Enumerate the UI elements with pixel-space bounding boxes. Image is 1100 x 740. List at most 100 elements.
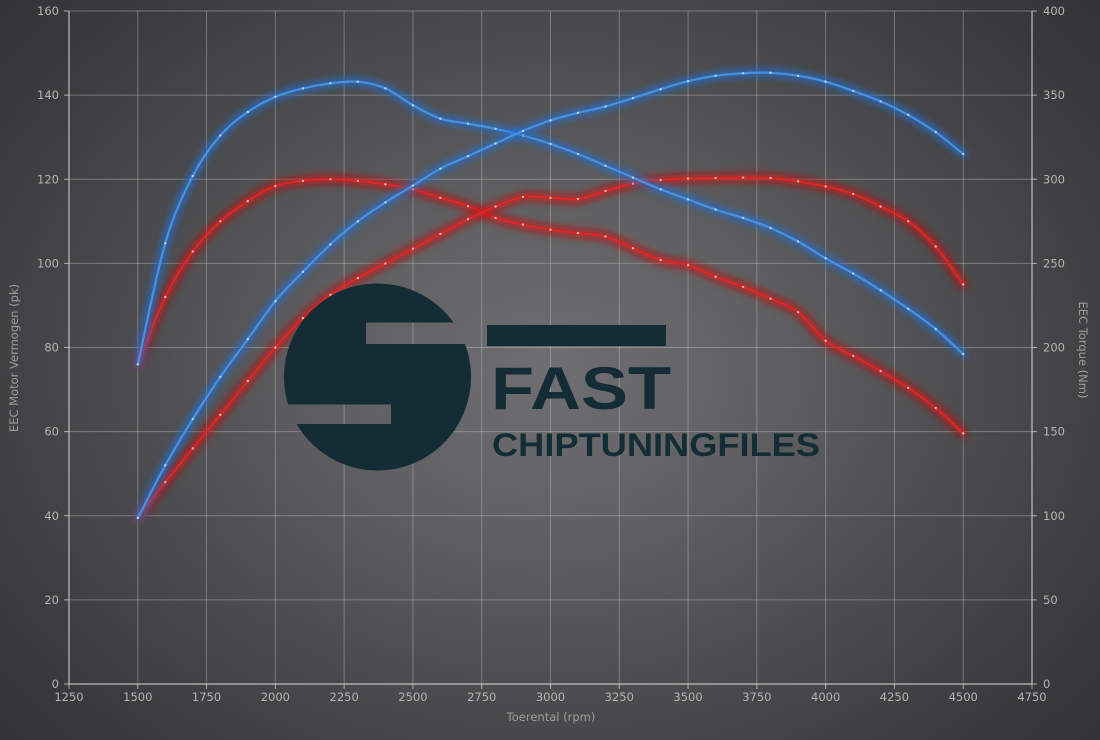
- data-point-marker: [962, 283, 965, 286]
- data-point-marker: [741, 216, 745, 220]
- curve-torque-red-original: [133, 175, 968, 438]
- data-point-marker: [962, 353, 965, 356]
- data-point-marker: [411, 104, 415, 107]
- data-point-marker: [879, 205, 882, 208]
- data-point-marker: [301, 179, 305, 183]
- data-point-marker: [686, 177, 690, 180]
- x-tick-label: 1500: [123, 690, 152, 704]
- curve-power-blue-tuned: [133, 68, 968, 522]
- data-point-marker: [879, 369, 882, 373]
- data-point-marker: [741, 285, 745, 289]
- data-point-marker: [219, 413, 222, 416]
- data-point-marker: [246, 110, 249, 114]
- data-point-marker: [686, 80, 690, 83]
- data-point-marker: [466, 218, 470, 221]
- data-point-marker: [384, 183, 387, 186]
- y-tick-label-left: 20: [44, 593, 59, 607]
- data-point-marker: [604, 235, 607, 238]
- y-tick-label-left: 140: [37, 88, 59, 102]
- y-tick-label-right: 200: [1043, 341, 1065, 355]
- data-point-marker: [934, 327, 937, 331]
- data-point-marker: [934, 406, 937, 410]
- data-point-marker: [824, 339, 827, 342]
- x-axis-title: Toerental (rpm): [506, 710, 596, 724]
- x-tick-label: 3250: [605, 690, 634, 704]
- data-point-marker: [934, 245, 937, 248]
- y-tick-label-left: 0: [52, 677, 59, 691]
- x-tick-label: 1750: [192, 690, 221, 704]
- data-point-marker: [136, 363, 139, 366]
- data-point-marker: [219, 134, 222, 137]
- x-tick-label: 4250: [880, 690, 909, 704]
- logo-text-chiptuningfiles: CHIPTUNINGFILES: [492, 427, 820, 463]
- data-point-marker: [356, 220, 360, 223]
- data-point-marker: [466, 205, 470, 208]
- data-point-marker: [549, 228, 552, 231]
- data-point-marker: [659, 178, 662, 182]
- data-point-marker: [852, 89, 855, 93]
- data-point-marker: [274, 95, 277, 99]
- x-tick-label: 3000: [536, 690, 565, 704]
- logo-s-icon: [278, 277, 478, 477]
- chart-grid: [68, 10, 1033, 685]
- data-point-marker: [246, 337, 249, 341]
- data-point-marker: [329, 243, 332, 246]
- data-point-marker: [631, 176, 635, 179]
- data-point-marker: [659, 88, 662, 91]
- data-point-marker: [384, 262, 387, 265]
- data-point-marker: [219, 220, 222, 223]
- data-point-marker: [631, 182, 635, 185]
- curve-power-red-original: [133, 173, 968, 522]
- data-point-marker: [604, 189, 607, 193]
- left-axis-title: EEC Motor Vermogen (pk): [7, 284, 21, 432]
- data-point-marker: [659, 258, 662, 262]
- data-point-marker: [191, 250, 194, 253]
- data-point-marker: [494, 142, 497, 145]
- y-tick-label-left: 40: [44, 509, 59, 523]
- fast-chiptuningfiles-logo: FAST CHIPTUNINGFILES: [278, 277, 820, 477]
- data-point-marker: [494, 127, 497, 130]
- x-tick-label: 4000: [811, 690, 840, 704]
- data-point-marker: [907, 220, 910, 223]
- y-tick-label-right: 100: [1043, 509, 1065, 523]
- data-point-marker: [466, 154, 470, 158]
- logo-top-bar: [487, 325, 666, 346]
- y-tick-label-left: 60: [44, 425, 59, 439]
- data-point-marker: [219, 375, 222, 379]
- data-point-marker: [714, 74, 717, 78]
- data-point-marker: [301, 87, 305, 90]
- data-point-marker: [852, 272, 855, 275]
- data-point-marker: [714, 176, 717, 180]
- data-point-marker: [576, 152, 580, 156]
- data-point-marker: [879, 289, 882, 292]
- data-point-marker: [576, 197, 580, 201]
- y-tick-label-left: 80: [44, 341, 59, 355]
- data-point-marker: [907, 386, 910, 390]
- y-tick-label-right: 350: [1043, 88, 1065, 102]
- data-point-marker: [659, 188, 662, 191]
- data-point-marker: [962, 432, 965, 435]
- data-point-marker: [796, 311, 800, 314]
- x-tick-label: 4500: [949, 690, 978, 704]
- data-point-marker: [439, 196, 442, 199]
- data-point-marker: [714, 208, 717, 211]
- data-point-marker: [439, 117, 442, 120]
- x-tick-label: 2250: [330, 690, 359, 704]
- data-point-marker: [576, 231, 580, 235]
- y-tick-label-right: 0: [1043, 677, 1050, 691]
- x-tick-label: 3750: [742, 690, 771, 704]
- data-point-marker: [191, 174, 194, 178]
- data-point-marker: [769, 71, 772, 75]
- data-point-marker: [631, 247, 635, 250]
- data-point-marker: [521, 129, 525, 133]
- data-point-marker: [274, 300, 277, 303]
- x-tick-label: 2500: [398, 690, 427, 704]
- data-point-marker: [274, 184, 277, 188]
- x-tick-label: 4750: [1017, 690, 1046, 704]
- curve-torque-blue-tuned: [133, 77, 968, 369]
- data-point-marker: [164, 480, 167, 484]
- logo-text-fast: FAST: [491, 355, 671, 422]
- data-point-marker: [494, 216, 497, 220]
- data-point-marker: [576, 111, 580, 115]
